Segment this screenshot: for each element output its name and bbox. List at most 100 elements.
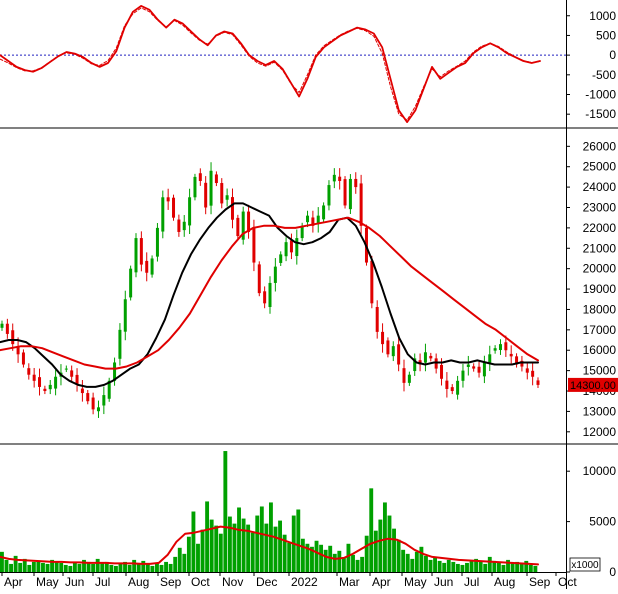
- volume-bar: [373, 530, 378, 572]
- x-tick-label: Apr: [4, 575, 23, 589]
- x-tick-label: Dec: [256, 575, 277, 589]
- candle-body: [166, 197, 170, 202]
- candle-body: [43, 388, 47, 392]
- candle-body: [413, 358, 417, 372]
- candle-body: [306, 215, 310, 223]
- volume-bar: [401, 549, 406, 572]
- candle-body: [493, 348, 497, 351]
- volume-bar: [506, 559, 510, 572]
- y-tick-label: 21000: [583, 241, 617, 255]
- candle-body: [11, 330, 15, 345]
- candle-body: [145, 260, 149, 273]
- candle-body: [461, 370, 465, 381]
- volume-bar: [145, 563, 150, 572]
- candle-body: [343, 179, 347, 206]
- x-tick-label: Sep: [160, 575, 182, 589]
- volume-bar: [109, 564, 114, 572]
- x-tick-label: Jun: [65, 575, 84, 589]
- volume-bar: [369, 488, 374, 572]
- volume-bar: [519, 563, 524, 572]
- candle-body: [322, 205, 326, 220]
- volume-bar: [113, 565, 118, 572]
- candle-body: [472, 366, 476, 369]
- volume-bar: [405, 553, 410, 572]
- candle-body: [21, 352, 25, 365]
- volume-bar: [442, 562, 447, 572]
- candle-body: [440, 364, 444, 379]
- candle-body: [488, 354, 492, 363]
- volume-bar: [41, 562, 45, 572]
- volume-bar: [451, 561, 456, 572]
- y-tick-label: 24000: [583, 180, 617, 194]
- volume-bar: [68, 565, 73, 572]
- volume-bar: [63, 564, 68, 572]
- volume-bar: [319, 544, 324, 572]
- y-tick-label: 0: [609, 48, 616, 62]
- volume-bar: [50, 559, 55, 572]
- candle-body: [316, 215, 320, 225]
- candle-body: [0, 323, 4, 328]
- volume-bar: [45, 563, 50, 572]
- volume-bar: [437, 560, 442, 572]
- candle-body: [477, 366, 481, 373]
- volume-bar: [314, 540, 319, 572]
- volume-bar: [328, 545, 333, 572]
- candle-body: [300, 225, 304, 239]
- candle-body: [402, 368, 406, 383]
- volume-bar: [465, 562, 469, 572]
- volume-bar: [18, 562, 23, 572]
- y-tick-label: 15000: [583, 364, 617, 378]
- candle-body: [123, 299, 127, 332]
- volume-bar: [164, 561, 169, 572]
- y-tick-label: 19000: [583, 282, 617, 296]
- x-tick-label: Sep: [529, 575, 551, 589]
- volume-bar: [478, 561, 483, 572]
- candle-body: [391, 346, 395, 357]
- volume-bar: [223, 451, 228, 572]
- axes: 10005000-500-1000-1500120001300014000150…: [1, 9, 618, 589]
- candle-body: [257, 264, 261, 294]
- candle-body: [273, 266, 277, 283]
- candle-body: [96, 407, 100, 412]
- volume-bar: [528, 564, 533, 572]
- volume-bar: [387, 515, 392, 572]
- volume-bar: [524, 560, 529, 572]
- volume-bar: [200, 529, 205, 572]
- candle-body: [375, 307, 379, 332]
- candle-body: [102, 395, 106, 406]
- volume-bar: [227, 516, 232, 572]
- volume-bar: [22, 558, 27, 572]
- volume-bar: [95, 558, 100, 572]
- candle-body: [16, 345, 20, 355]
- candle-body: [75, 374, 79, 385]
- volume-bar: [310, 546, 314, 572]
- y-tick-label: 16000: [583, 343, 617, 357]
- candle-body: [252, 228, 256, 263]
- x-tick-label: Oct: [558, 575, 577, 589]
- volume-bar: [132, 559, 137, 572]
- y-tick-label: 0: [609, 565, 616, 579]
- volume-bar: [282, 534, 287, 572]
- y-tick-label: 500: [596, 28, 616, 42]
- candle-body: [338, 176, 342, 181]
- x-tick-label: Aug: [494, 575, 515, 589]
- volume-bar: [127, 564, 132, 572]
- candle-body: [236, 217, 240, 237]
- candle-body: [247, 211, 251, 232]
- volume-bar: [54, 561, 59, 572]
- volume-bar: [177, 547, 182, 572]
- volume-bar: [159, 564, 164, 572]
- volume-bar: [414, 551, 419, 572]
- candle-body: [198, 173, 202, 181]
- volume-bar: [496, 562, 501, 572]
- candle-body: [381, 331, 385, 345]
- candle-body: [220, 183, 224, 204]
- volume-bar: [218, 533, 223, 572]
- candle-body: [209, 170, 213, 206]
- candle-body: [536, 380, 540, 385]
- x-tick-label: Nov: [222, 575, 243, 589]
- volume-bar: [501, 564, 506, 572]
- oscillator-signal-line: [0, 7, 541, 121]
- x-tick-label: Aug: [128, 575, 149, 589]
